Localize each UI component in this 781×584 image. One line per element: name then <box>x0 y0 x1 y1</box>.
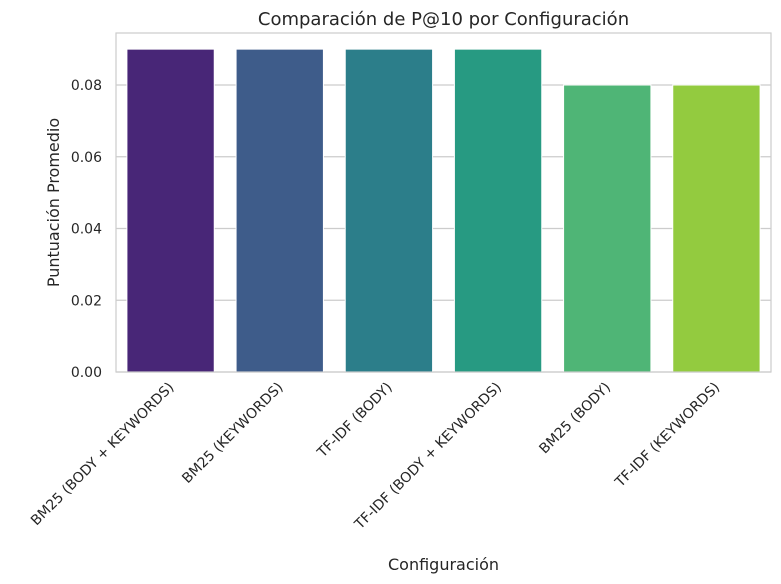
y-tick-label: 0.00 <box>71 365 102 381</box>
x-tick-label: BM25 (BODY + KEYWORDS) <box>28 380 177 529</box>
y-tick-label: 0.06 <box>71 150 102 166</box>
x-tick-label: BM25 (BODY) <box>536 380 614 458</box>
y-tick-label: 0.08 <box>71 78 102 94</box>
bars <box>126 48 761 373</box>
bar <box>235 48 324 373</box>
bar <box>126 48 215 373</box>
bar <box>344 48 434 373</box>
y-axis-label: Puntuación Promedio <box>44 118 63 287</box>
y-tick-label: 0.02 <box>71 293 102 309</box>
bar <box>672 84 761 373</box>
bar <box>453 48 543 373</box>
bar <box>563 84 652 373</box>
y-tick-labels: 0.00 0.02 0.04 0.06 0.08 <box>71 78 102 381</box>
x-tick-labels: BM25 (BODY + KEYWORDS) BM25 (KEYWORDS) TF-… <box>28 380 723 534</box>
chart-title: Comparación de P@10 por Configuración <box>258 9 629 30</box>
plot-frame <box>115 32 772 373</box>
x-tick-label: TF-IDF (KEYWORDS) <box>612 380 724 492</box>
x-axis-label: Configuración <box>388 555 499 574</box>
y-tick-label: 0.04 <box>71 222 102 238</box>
x-tick-label: TF-IDF (BODY) <box>314 380 396 462</box>
x-tick-label: BM25 (KEYWORDS) <box>179 380 286 487</box>
